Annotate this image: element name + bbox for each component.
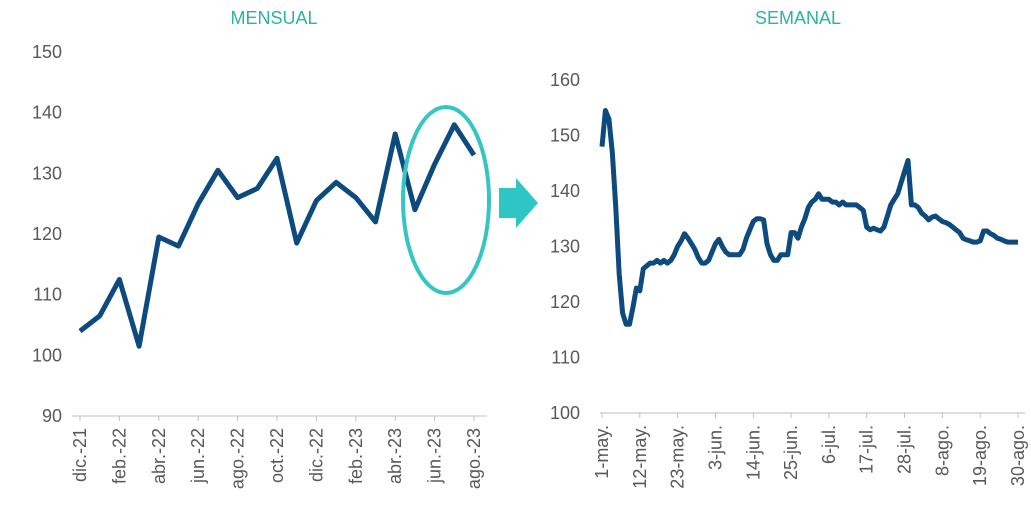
y-tick-label: 150 [550, 126, 580, 146]
x-tick-label: abr.-22 [149, 428, 169, 484]
y-tick-label: 100 [32, 345, 62, 365]
x-tick-label: jun.-23 [425, 428, 445, 484]
y-tick-label: 160 [550, 70, 580, 90]
x-tick-label: 3-jun. [705, 425, 725, 470]
y-tick-label: 100 [550, 403, 580, 423]
x-tick-label: feb.-22 [109, 428, 129, 484]
y-tick-label: 120 [550, 292, 580, 312]
x-tick-label: 14-jun. [743, 425, 763, 480]
x-tick-label: dic.-21 [70, 428, 90, 482]
x-tick-label: 8-ago. [932, 425, 952, 476]
y-tick-label: 150 [32, 42, 62, 62]
arrow [499, 178, 538, 228]
y-tick-label: 120 [32, 224, 62, 244]
y-tick-label: 110 [33, 285, 62, 305]
y-tick-label: 130 [550, 237, 580, 257]
x-tick-label: dic.-22 [306, 428, 326, 482]
x-tick-label: 1-may. [592, 425, 612, 479]
x-tick-label: 19-ago. [970, 425, 990, 486]
x-tick-label: abr.-23 [385, 428, 405, 484]
chart-title: SEMANAL [755, 8, 841, 28]
data-line [599, 108, 1018, 327]
x-tick-label: feb.-23 [346, 428, 366, 484]
x-tick-label: ago.-22 [228, 428, 248, 489]
x-tick-label: ago.-23 [464, 428, 484, 489]
data-line [78, 122, 477, 349]
y-tick-label: 110 [551, 348, 580, 368]
x-tick-label: 17-jul. [857, 425, 877, 474]
chart-title: MENSUAL [230, 8, 317, 28]
highlight-ellipse [401, 105, 491, 295]
x-tick-label: 30-ago. [1008, 425, 1028, 486]
x-tick-label: 23-may. [668, 425, 688, 489]
x-tick-label: 6-jul. [819, 425, 839, 464]
x-tick-label: 28-jul. [895, 425, 915, 474]
y-tick-label: 130 [32, 163, 62, 183]
y-tick-label: 90 [42, 406, 62, 426]
y-tick-label: 140 [550, 181, 580, 201]
x-tick-label: 25-jun. [781, 425, 801, 480]
x-tick-label: jun.-22 [188, 428, 208, 484]
y-tick-label: 140 [32, 103, 62, 123]
x-tick-label: oct.-22 [267, 428, 287, 483]
x-tick-label: 12-may. [630, 425, 650, 489]
